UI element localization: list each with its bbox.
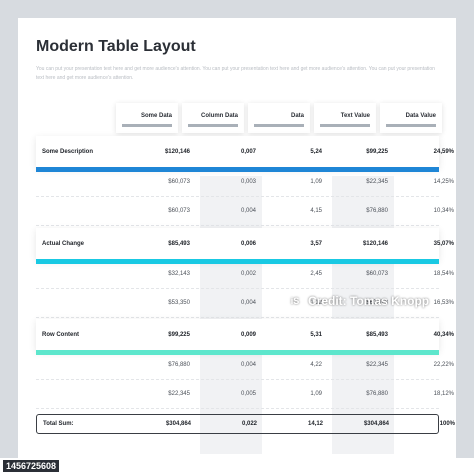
- table-cell: $85,493: [366, 332, 388, 338]
- table-cell: 14,12: [307, 421, 323, 427]
- table-cell: 4,22: [310, 362, 322, 368]
- group-accent-bar: [36, 167, 439, 172]
- istock-logo-icon: iS: [286, 292, 304, 310]
- page-subtitle: You can put your presentation text here …: [36, 66, 435, 81]
- table-card: Modern Table Layout You can put your pre…: [18, 18, 456, 458]
- table-cell: $60,073: [366, 271, 388, 277]
- total-label: Total Sum:: [43, 421, 74, 427]
- column-header: Some Data: [116, 103, 178, 133]
- image-id: 1456725608: [3, 460, 60, 472]
- table-cell: 0,005: [240, 391, 256, 397]
- table-cell: 3,57: [310, 241, 322, 247]
- table-cell: 0,004: [240, 362, 256, 368]
- group-accent-bar: [36, 350, 439, 355]
- table-row: $60,073 0,003 1,09 $22,345 14,25%: [36, 168, 454, 197]
- column-header: Data: [248, 103, 310, 133]
- table-cell: $304,864: [165, 421, 191, 427]
- watermark-credit: iS Credit: Tomas Knopp: [286, 292, 429, 310]
- group-row: Actual Change $85,493 0,006 3,57 $120,14…: [36, 228, 454, 264]
- group-row: Row Content $99,225 0,009 5,31 $85,493 4…: [36, 319, 454, 355]
- table-cell: $99,225: [168, 332, 190, 338]
- image-id-strip: 1456725608: [0, 458, 474, 475]
- table-cell: $32,143: [168, 271, 190, 277]
- table-row: $60,073 0,004 4,15 $76,880 10,34%: [36, 197, 454, 226]
- column-header: Text Value: [314, 103, 376, 133]
- table-cell: 10,34%: [433, 208, 454, 214]
- table-cell: 1,12: [310, 300, 322, 306]
- table-cell: 2,45: [310, 271, 322, 277]
- table-cell: $22,345: [366, 179, 388, 185]
- table-cell: $99,225: [366, 149, 388, 155]
- table-cell: 0,009: [240, 332, 256, 338]
- column-shade: [200, 176, 262, 454]
- table-cell: 5,31: [310, 332, 322, 338]
- group-row: Some Description $120,146 0,007 5,24 $99…: [36, 136, 454, 172]
- table-cell: $76,880: [366, 208, 388, 214]
- table-cell: 35,07%: [433, 241, 454, 247]
- page-title: Modern Table Layout: [36, 38, 196, 55]
- total-row: Total Sum: $304,864 0,022 14,12 $304,864…: [36, 414, 455, 434]
- table-cell: $85,493: [168, 241, 190, 247]
- table-cell: 22,22%: [433, 362, 454, 368]
- table-row: $53,350 0,004 1,12 $60,073 16,53%: [36, 289, 454, 318]
- table-cell: 100%: [439, 421, 455, 427]
- table-cell: 14,25%: [433, 179, 454, 185]
- table-cell: 0,004: [240, 208, 256, 214]
- table-cell: 18,12%: [433, 391, 454, 397]
- table-cell: 0,022: [241, 421, 257, 427]
- table-row: $22,345 0,005 1,09 $76,880 18,12%: [36, 380, 454, 409]
- table-cell: 16,53%: [433, 300, 454, 306]
- table-cell: $60,073: [168, 179, 190, 185]
- table-cell: 0,004: [240, 300, 256, 306]
- table-cell: 0,007: [240, 149, 256, 155]
- table-cell: 1,09: [310, 391, 322, 397]
- column-header: Column Data: [182, 103, 244, 133]
- table-cell: $22,345: [168, 391, 190, 397]
- table-cell: $60,073: [168, 208, 190, 214]
- table-cell: $53,350: [168, 300, 190, 306]
- group-label: Some Description: [42, 149, 94, 155]
- table-cell: $60,073: [366, 300, 388, 306]
- table-cell: 5,24: [310, 149, 322, 155]
- group-label: Row Content: [42, 332, 79, 338]
- table-cell: 0,006: [240, 241, 256, 247]
- table-cell: 18,54%: [433, 271, 454, 277]
- table-cell: $76,880: [366, 391, 388, 397]
- table-cell: 24,59%: [433, 149, 454, 155]
- table-row: $32,143 0,002 2,45 $60,073 18,54%: [36, 260, 454, 289]
- table-cell: $304,864: [363, 421, 389, 427]
- table-cell: $120,146: [164, 149, 190, 155]
- table-cell: 4,15: [310, 208, 322, 214]
- table-row: $76,880 0,004 4,22 $22,345 22,22%: [36, 351, 454, 380]
- table-cell: 1,09: [310, 179, 322, 185]
- table-cell: 0,003: [240, 179, 256, 185]
- table-cell: $120,146: [362, 241, 388, 247]
- table-cell: $76,880: [168, 362, 190, 368]
- table-cell: 0,002: [240, 271, 256, 277]
- table-cell: 40,34%: [433, 332, 454, 338]
- group-accent-bar: [36, 259, 439, 264]
- column-header: Data Value: [380, 103, 442, 133]
- table-cell: $22,345: [366, 362, 388, 368]
- group-label: Actual Change: [42, 241, 85, 247]
- column-shade: [332, 176, 394, 454]
